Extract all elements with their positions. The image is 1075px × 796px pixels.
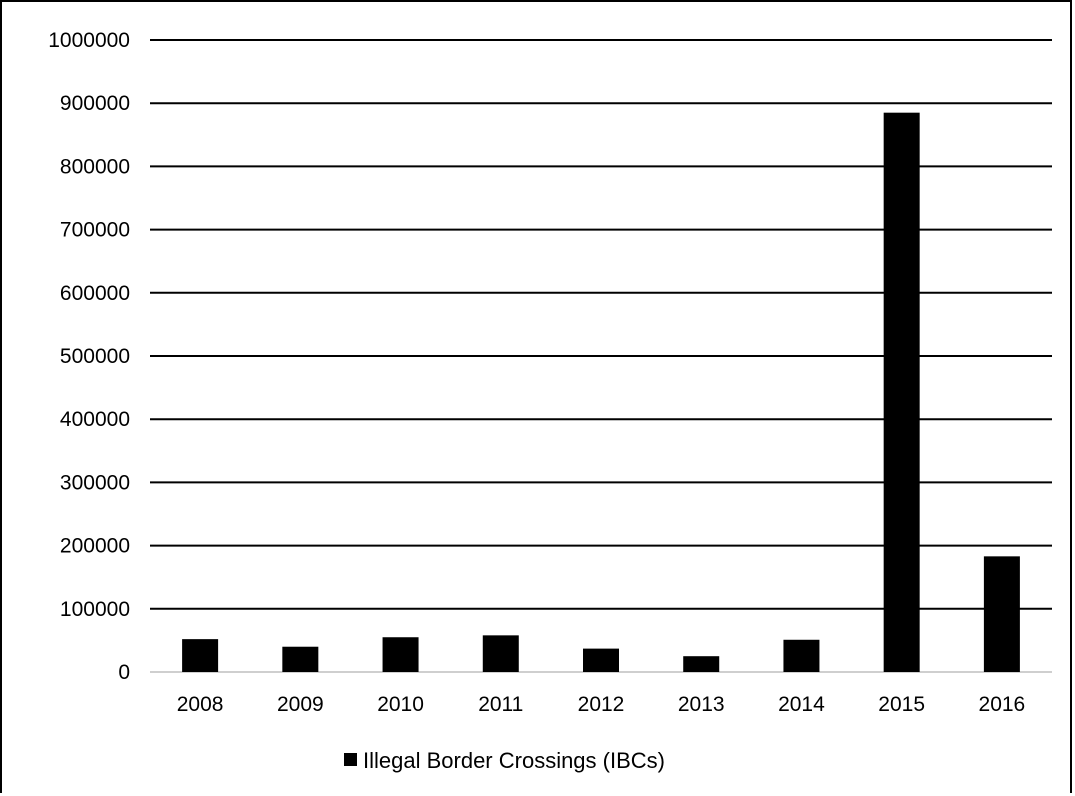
y-tick-label: 600000	[60, 282, 130, 305]
legend-swatch	[344, 753, 357, 766]
bar-2012	[583, 648, 619, 672]
x-tick-label: 2008	[177, 693, 224, 716]
bar-2010	[382, 637, 419, 672]
x-tick-label: 2011	[478, 693, 523, 716]
x-tick-label: 2010	[377, 693, 424, 716]
y-tick-label: 900000	[60, 92, 130, 115]
y-tick-label: 0	[118, 661, 130, 684]
y-tick-label: 1000000	[48, 29, 130, 52]
legend-label: Illegal Border Crossings (IBCs)	[363, 748, 665, 773]
x-tick-label: 2009	[277, 693, 324, 716]
legend: Illegal Border Crossings (IBCs)	[344, 748, 665, 773]
bars	[182, 112, 1020, 673]
bar-2011	[482, 635, 519, 672]
x-tick-label: 2016	[979, 693, 1026, 716]
bar-2009	[282, 646, 319, 672]
bar-2008	[182, 639, 219, 672]
y-tick-label: 300000	[60, 471, 130, 494]
y-axis-ticks: 0 100000 200000 300000 400000 500000 600000 700…	[48, 29, 130, 684]
x-tick-label: 2015	[878, 693, 925, 716]
y-tick-label: 400000	[60, 408, 130, 431]
gridlines	[150, 39, 1052, 673]
x-tick-label: 2013	[678, 693, 725, 716]
x-axis-ticks: 2008 2009 2010 2011 2012 2013 2014 2015 2016	[177, 693, 1025, 716]
y-tick-label: 500000	[60, 345, 130, 368]
x-tick-label: 2012	[578, 693, 625, 716]
y-tick-label: 200000	[60, 535, 130, 558]
y-tick-label: 800000	[60, 155, 130, 178]
bar-2014	[783, 639, 820, 672]
x-tick-label: 2014	[778, 693, 825, 716]
bar-2016	[983, 556, 1020, 672]
y-tick-label: 100000	[60, 598, 130, 621]
y-tick-label: 700000	[60, 219, 130, 242]
bar-2015	[883, 112, 920, 673]
bar-2013	[683, 656, 720, 672]
